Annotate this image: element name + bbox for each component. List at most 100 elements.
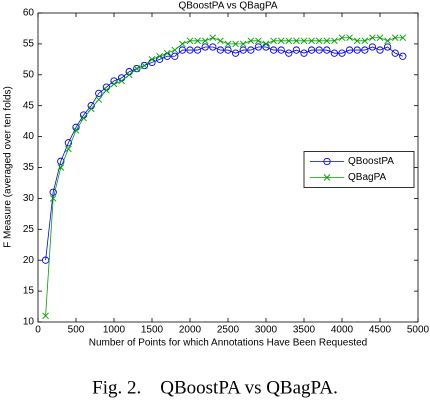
x-tick-label: 2500 [217,325,240,336]
marker [133,64,141,73]
marker [179,40,186,48]
marker [300,37,308,45]
marker [323,157,331,166]
marker [110,80,118,88]
marker [376,34,384,42]
marker [323,37,331,45]
series-line [45,46,403,261]
marker [323,46,331,54]
marker [247,37,255,45]
marker [171,46,179,54]
marker [307,46,316,54]
y-tick-label: 20 [23,255,35,266]
marker [331,37,338,45]
marker [224,40,232,48]
legend: QBoostPA QBagPA [303,151,415,188]
chart-title: QBoostPA vs QBagPA [178,1,277,12]
marker [95,89,103,97]
marker [247,46,255,54]
x-tick-label: 500 [68,325,85,336]
marker [64,139,73,147]
marker [232,40,239,48]
marker [216,46,225,54]
x-tick-label: 4000 [331,325,354,336]
marker [308,37,315,45]
marker [285,49,293,57]
marker [315,37,323,45]
y-tick-label: 10 [23,317,35,328]
marker [254,43,263,51]
marker [49,195,57,202]
marker [57,157,65,165]
marker [201,37,209,45]
marker [300,49,308,57]
marker [376,46,384,54]
marker [391,34,399,42]
y-tick-label: 50 [23,69,35,80]
marker [270,37,277,45]
marker [65,145,72,153]
marker [57,164,65,171]
marker [194,37,201,45]
marker [163,49,171,57]
marker [399,52,407,60]
marker [224,46,232,54]
marker [368,43,377,51]
marker [315,46,323,54]
marker [141,62,148,69]
y-tick-label: 30 [23,193,35,204]
marker [193,46,202,54]
marker [178,46,187,54]
marker [384,37,391,45]
marker [277,46,285,54]
legend-label: QBagPA [348,172,386,183]
marker [133,65,141,72]
marker [255,37,262,45]
y-tick-label: 35 [23,162,35,173]
y-axis-label: F Measure (averaged over ten folds) [3,86,14,248]
y-tick-label: 15 [23,286,35,297]
x-axis-label: Number of Points for which Annotations H… [89,338,368,349]
marker [125,71,133,79]
marker [209,43,217,51]
marker [369,34,376,42]
marker [42,312,49,320]
legend-label: QBoostPA [348,156,394,167]
marker [186,46,194,54]
x-tick-label: 2000 [179,325,202,336]
marker [353,46,361,54]
marker [345,46,354,54]
marker [346,34,353,42]
marker [338,34,346,42]
marker [140,61,149,70]
marker [353,37,361,45]
x-tick-label: 1000 [103,325,126,336]
legend-box [303,151,415,188]
marker [156,52,163,60]
x-tick-label: 3500 [293,325,316,336]
marker [338,49,346,57]
marker [231,49,240,57]
marker [49,188,57,196]
marker [72,127,80,134]
figure-caption: Fig. 2. QBoostPA vs QBagPA. [92,377,338,398]
y-tick-label: 55 [23,39,35,50]
marker [80,114,87,122]
x-tick-label: 4500 [369,325,392,336]
marker [118,77,125,85]
marker [285,37,293,45]
marker [262,40,270,48]
marker [239,40,247,48]
x-tick-label: 0 [35,325,41,336]
marker [399,34,407,42]
marker [293,37,300,45]
marker [330,49,339,57]
marker [186,37,194,45]
marker [323,174,331,181]
marker [277,37,285,45]
marker [87,105,95,113]
marker [209,34,217,42]
marker [269,46,278,54]
marker [292,46,301,54]
